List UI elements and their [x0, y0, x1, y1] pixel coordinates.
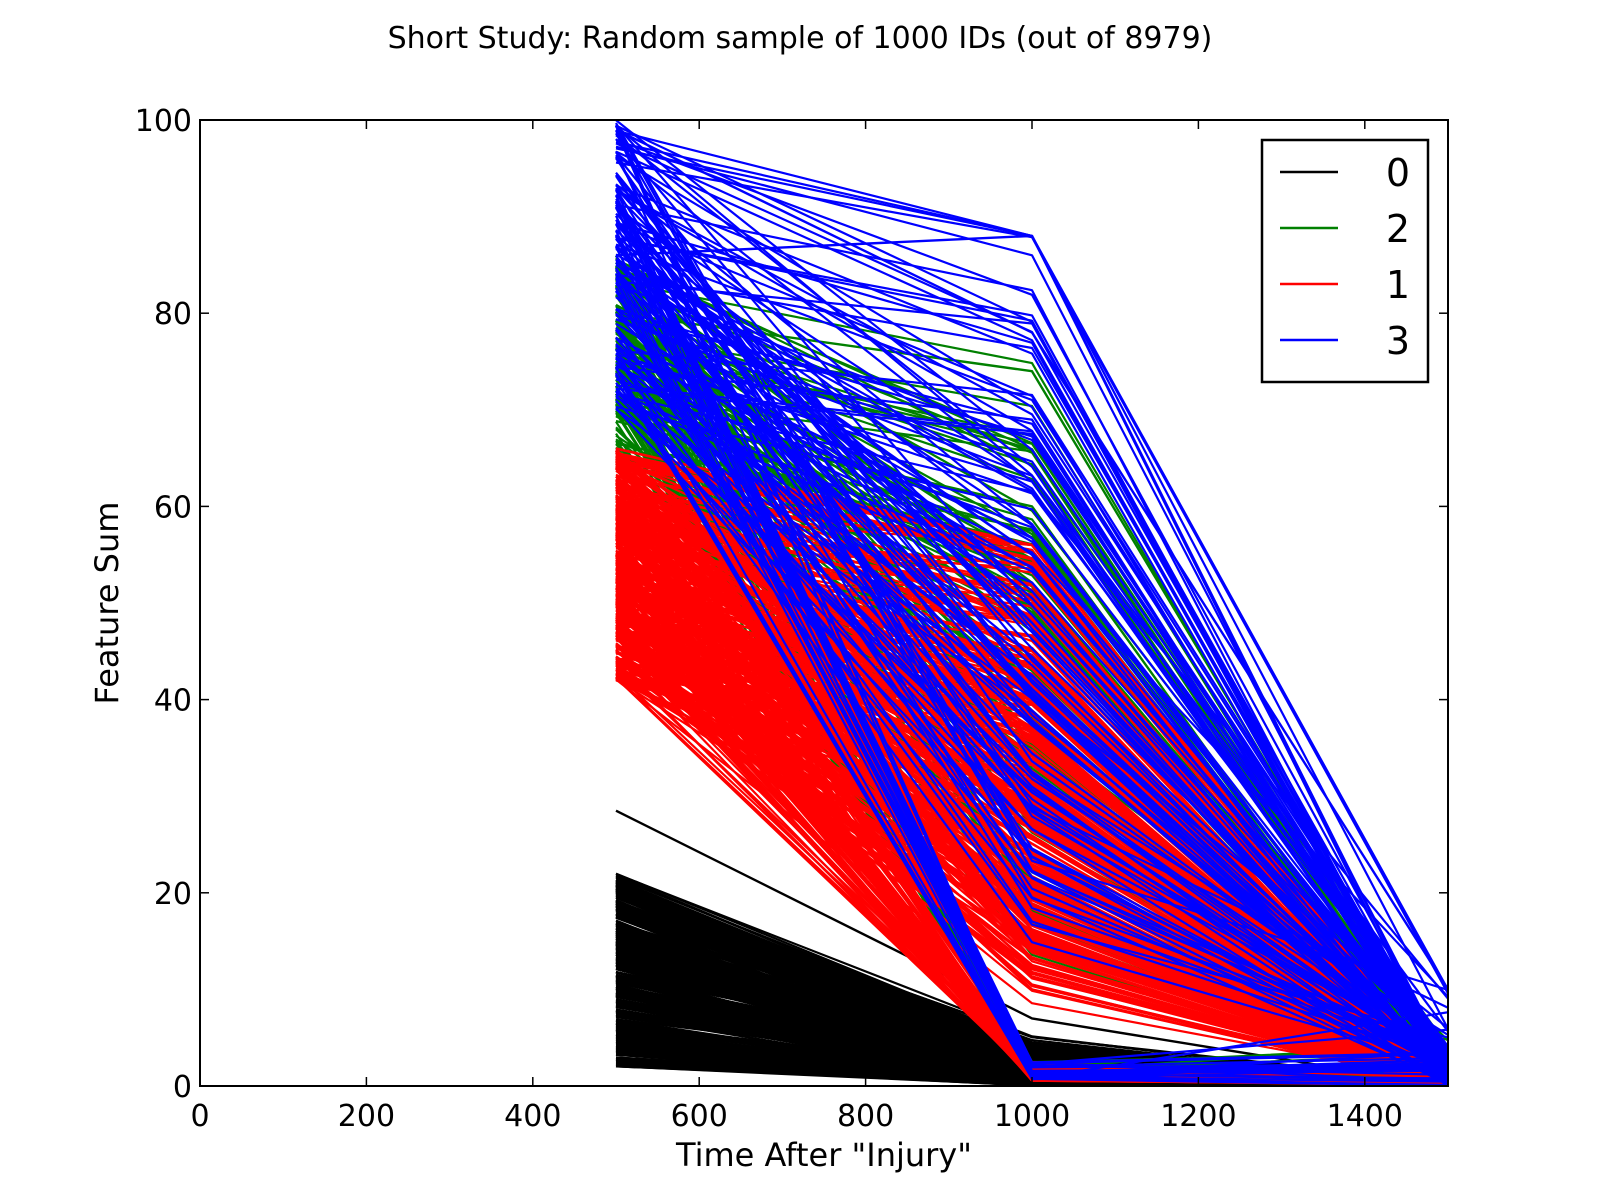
- series-line-3: [615, 203, 1448, 1086]
- series-line-3: [615, 234, 1448, 1076]
- series-example-line-3: [615, 234, 1448, 1068]
- series-line-3: [615, 267, 1448, 1086]
- series-layer: [614, 120, 1448, 1086]
- series-line-3: [615, 188, 1448, 1072]
- series-example-line-3: [614, 206, 1448, 1086]
- series-line-3: [615, 188, 1448, 1055]
- y-tick-label: 0: [173, 1070, 192, 1105]
- series-line-3: [615, 244, 1448, 1067]
- series-line-3: [615, 399, 1448, 1086]
- legend-label: 3: [1386, 319, 1410, 363]
- x-tick-label: 0: [190, 1099, 209, 1134]
- series-line-3: [615, 221, 1448, 1081]
- y-tick-label: 80: [154, 297, 192, 332]
- y-tick-label: 60: [154, 490, 192, 525]
- series-line-1: [615, 581, 1448, 1086]
- x-tick-label: 200: [338, 1099, 395, 1134]
- series-line-3: [615, 374, 1448, 1082]
- chart-title: Short Study: Random sample of 1000 IDs (…: [388, 21, 1213, 56]
- series-line-3: [615, 253, 1448, 1074]
- x-tick-label: 600: [671, 1099, 728, 1134]
- x-tick-label: 400: [504, 1099, 561, 1134]
- series-line-3: [615, 154, 1448, 1059]
- series-line-3: [615, 204, 1448, 1082]
- series-line-3: [615, 361, 1448, 1086]
- series-line-3: [615, 207, 1448, 1083]
- series-line-3: [615, 280, 1448, 1074]
- x-tick-label: 800: [837, 1099, 894, 1134]
- series-example-line-3: [615, 263, 1448, 1086]
- series-line-1: [615, 508, 1448, 1086]
- series-line-3: [615, 201, 1448, 1080]
- legend-box: [1260, 138, 1430, 384]
- series-line-1: [615, 527, 1448, 1083]
- x-tick-label: 1400: [1327, 1099, 1403, 1134]
- series-line-3: [615, 391, 1448, 1062]
- series-line-3: [615, 155, 1448, 1066]
- series-line-3: [615, 273, 1448, 1072]
- series-line-1: [615, 617, 1448, 1084]
- series-line-3: [615, 138, 1448, 1062]
- y-tick-label: 40: [154, 684, 192, 719]
- legend-label: 2: [1386, 207, 1410, 251]
- series-3: [614, 120, 1448, 1086]
- series-line-3: [615, 326, 1448, 1086]
- series-line-3: [615, 219, 1448, 1059]
- series-example-line-3: [615, 128, 1448, 991]
- series-line-3: [615, 275, 1448, 1064]
- series-line-3: [615, 273, 1448, 1068]
- series-line-1: [615, 485, 1448, 1084]
- legend-label: 0: [1386, 151, 1410, 195]
- series-line-3: [615, 374, 1448, 1066]
- series-example-line-1: [615, 602, 1448, 1086]
- series-line-3: [615, 393, 1448, 1057]
- series-line-3: [615, 248, 1448, 1062]
- series-line-3: [615, 364, 1448, 1067]
- y-axis-label: Feature Sum: [88, 502, 126, 705]
- y-tick-label: 100: [135, 104, 192, 139]
- series-line-3: [615, 387, 1448, 1077]
- series-line-3: [615, 236, 1448, 1057]
- x-tick-label: 1000: [994, 1099, 1070, 1134]
- series-line-3: [615, 175, 1448, 1059]
- series-line-3: [615, 244, 1448, 1056]
- legend-label: 1: [1386, 263, 1410, 307]
- legend: 0 2 1 3: [1260, 138, 1430, 384]
- series-line-3: [615, 308, 1448, 1070]
- y-tick-label: 20: [154, 877, 192, 912]
- plot-frame: [199, 119, 1449, 1087]
- series-line-3: [615, 120, 1448, 1062]
- series-line-3: [615, 368, 1448, 1054]
- x-tick-label: 1200: [1160, 1099, 1236, 1134]
- x-axis-label: Time After "Injury": [675, 1136, 972, 1174]
